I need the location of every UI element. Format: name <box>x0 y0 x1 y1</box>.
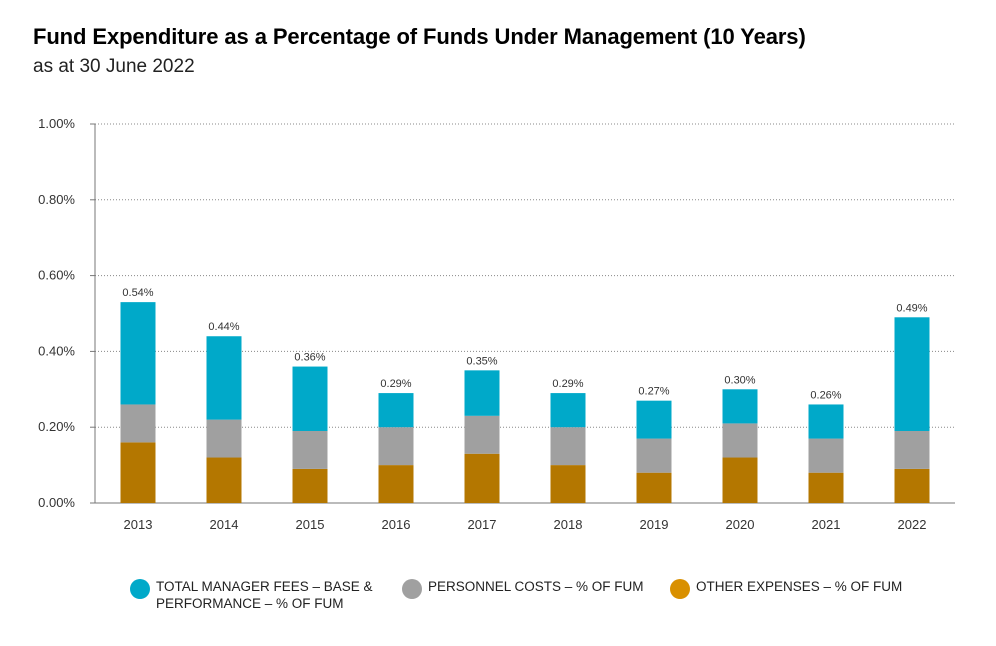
y-tick-label: 0.40% <box>38 343 75 358</box>
bar-total-label: 0.29% <box>552 378 583 390</box>
bar-segment-other-expenses <box>808 472 844 503</box>
bar-segment-other-expenses <box>894 468 930 503</box>
bar-total-label: 0.54% <box>122 287 153 299</box>
bar-total-label: 0.44% <box>208 321 239 333</box>
bar-segment-personnel <box>378 427 414 466</box>
legend-item-other-expenses: OTHER EXPENSES – % OF FUM <box>670 578 902 599</box>
bar-segment-other-expenses <box>378 465 414 503</box>
bar-segment-personnel <box>636 438 672 473</box>
legend-label-line1: TOTAL MANAGER FEES – BASE & <box>156 579 373 594</box>
bar-segment-manager-fees <box>722 389 758 424</box>
bar-segment-other-expenses <box>464 453 500 503</box>
legend-label-line1: PERSONNEL COSTS – % OF FUM <box>428 579 644 594</box>
y-tick-label: 0.60% <box>38 268 75 283</box>
axes: 0.00% 0.20% 0.40% 0.60% 0.80% 1.00% 2013 2014 20… <box>38 116 955 532</box>
bar-total-label: 0.27% <box>638 386 669 398</box>
legend-label-line1: OTHER EXPENSES – % OF FUM <box>696 579 903 594</box>
bar-segment-manager-fees <box>206 336 242 420</box>
bar-total-label: 0.29% <box>380 378 411 390</box>
x-tick-label: 2021 <box>812 517 841 532</box>
bar-segment-personnel <box>292 430 328 469</box>
x-tick-label: 2015 <box>296 517 325 532</box>
bar-segment-personnel <box>464 415 500 454</box>
bar-segment-manager-fees <box>894 317 930 431</box>
bar-segment-other-expenses <box>292 468 328 503</box>
bar-total-label: 0.30% <box>724 374 755 386</box>
y-tick-label: 0.00% <box>38 495 75 510</box>
bar-segment-manager-fees <box>636 400 672 439</box>
bar-segment-personnel <box>206 419 242 458</box>
bar-total-label: 0.35% <box>466 355 497 367</box>
bar-segment-other-expenses <box>722 457 758 503</box>
legend-label-manager-fees: TOTAL MANAGER FEES – BASE & PERFORMANCE … <box>156 578 373 612</box>
bar-segment-personnel <box>808 438 844 473</box>
bar-segment-manager-fees <box>550 393 586 428</box>
legend-item-personnel: PERSONNEL COSTS – % OF FUM <box>402 578 644 599</box>
bar-segment-other-expenses <box>120 442 156 503</box>
x-tick-label: 2019 <box>640 517 669 532</box>
y-tick-label: 0.80% <box>38 192 75 207</box>
gridlines <box>95 123 955 428</box>
bar-segment-manager-fees <box>292 366 328 431</box>
legend-label-line2: PERFORMANCE – % OF FUM <box>156 596 344 611</box>
bar-segment-manager-fees <box>378 393 414 428</box>
chart-title: Fund Expenditure as a Percentage of Fund… <box>33 24 806 49</box>
y-tick-label: 1.00% <box>38 116 75 131</box>
legend-label-other-expenses: OTHER EXPENSES – % OF FUM <box>696 578 902 595</box>
bar-segment-personnel <box>722 423 758 458</box>
x-tick-label: 2016 <box>382 517 411 532</box>
bar-segment-other-expenses <box>206 457 242 503</box>
bar-segment-manager-fees <box>120 302 156 405</box>
bar-total-label: 0.49% <box>896 302 927 314</box>
legend-swatch-other-expenses <box>670 579 690 599</box>
legend-swatch-manager-fees <box>130 579 150 599</box>
bar-segment-other-expenses <box>550 465 586 503</box>
x-tick-label: 2018 <box>554 517 583 532</box>
bar-total-label: 0.36% <box>294 352 325 364</box>
legend-item-manager-fees: TOTAL MANAGER FEES – BASE & PERFORMANCE … <box>130 578 373 612</box>
bar-segment-personnel <box>550 427 586 466</box>
data-labels: 0.54% 0.44% 0.36% 0.29% 0.35% 0.29% 0.27% 0.30%… <box>122 287 927 401</box>
bars <box>120 302 930 503</box>
bar-total-label: 0.26% <box>810 389 841 401</box>
bar-segment-other-expenses <box>636 472 672 503</box>
chart-subtitle: as at 30 June 2022 <box>33 56 195 77</box>
x-tick-label: 2022 <box>898 517 927 532</box>
x-tick-label: 2020 <box>726 517 755 532</box>
y-tick-label: 0.20% <box>38 419 75 434</box>
x-tick-label: 2014 <box>210 517 239 532</box>
bar-segment-personnel <box>120 404 156 443</box>
x-tick-label: 2017 <box>468 517 497 532</box>
bar-segment-personnel <box>894 430 930 469</box>
legend-label-personnel: PERSONNEL COSTS – % OF FUM <box>428 578 644 595</box>
bar-segment-manager-fees <box>464 370 500 416</box>
legend-swatch-personnel <box>402 579 422 599</box>
bar-segment-manager-fees <box>808 404 844 439</box>
x-tick-label: 2013 <box>124 517 153 532</box>
